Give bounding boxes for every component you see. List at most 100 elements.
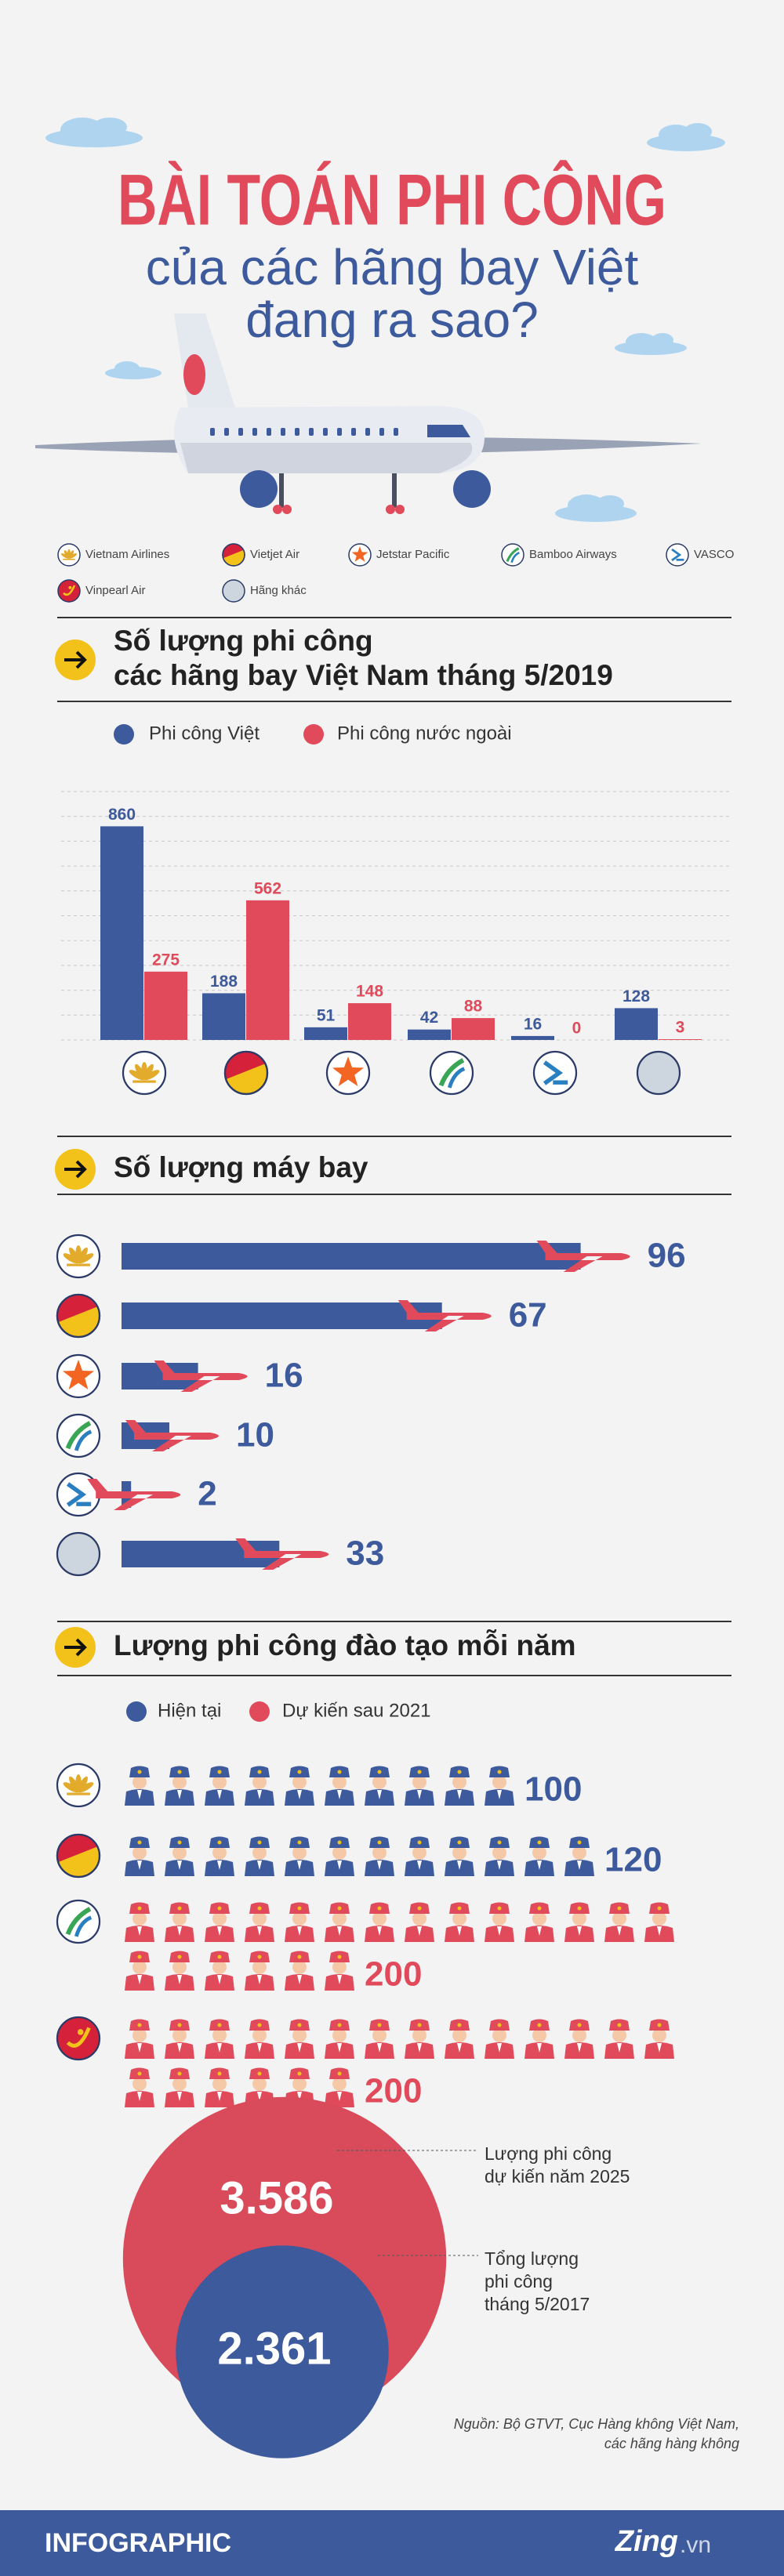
- value-label: 42: [420, 1009, 438, 1027]
- logo-ring: [56, 1293, 101, 1339]
- pilot-tie: [497, 1790, 502, 1799]
- bar: [348, 1003, 391, 1040]
- pilot-badge: [137, 1770, 142, 1774]
- pilot-badge: [257, 1840, 262, 1845]
- pilot-badge: [617, 2023, 622, 2027]
- pilot-head: [412, 2028, 426, 2042]
- pilot-tie: [137, 1926, 142, 1936]
- pilot-tie: [457, 2043, 462, 2052]
- pilot-head: [132, 1960, 147, 1974]
- logo-star: [351, 546, 368, 562]
- pilot-badge: [297, 1906, 302, 1911]
- pilot-tie: [257, 1790, 262, 1799]
- pilot-head: [652, 2028, 666, 2042]
- pilot-badge: [337, 2071, 342, 2076]
- logo-base: [63, 558, 75, 560]
- logo-swoosh: [506, 547, 520, 562]
- airline-logo: [222, 543, 245, 567]
- airline-logo: [501, 543, 524, 567]
- pilot-badge: [497, 1770, 502, 1774]
- pilot-head: [332, 2077, 347, 2091]
- airline-legend-label: Vinpearl Air: [85, 584, 145, 597]
- airline-logo: [666, 543, 689, 567]
- logo-swoosh: [66, 2027, 91, 2048]
- section-arrow: [64, 650, 87, 669]
- pilot-head: [292, 1911, 307, 1926]
- logo-petal: [68, 553, 78, 559]
- bar: [408, 1029, 451, 1040]
- value-label: 2: [198, 1475, 216, 1513]
- logo-stripe: [543, 1060, 564, 1085]
- pilot-tie: [297, 1975, 302, 1984]
- logo-circle: [222, 579, 245, 603]
- pilot-tie: [217, 2092, 222, 2101]
- value-label: 3.586: [220, 2172, 333, 2223]
- logo-star: [62, 1359, 95, 1390]
- pilot-head: [172, 1775, 187, 1789]
- pilot-badge: [137, 2071, 142, 2076]
- airline-legend-label: Vietjet Air: [250, 548, 299, 561]
- pilot-head: [132, 1911, 147, 1926]
- dividers: [57, 617, 731, 1676]
- pilot-badge: [257, 1955, 262, 1959]
- logo-circle: [532, 1050, 578, 1096]
- airline-logo: [429, 1050, 474, 1096]
- pilot-badge: [177, 2071, 182, 2076]
- pilot-badge: [297, 2071, 302, 2076]
- pilot-tie: [457, 1860, 462, 1870]
- pilot-head: [252, 1846, 267, 1860]
- section-title: Số lượng phi công: [114, 625, 373, 657]
- pilot-badge: [577, 1906, 582, 1911]
- bar: [304, 1027, 347, 1040]
- pilot-head: [172, 2077, 187, 2091]
- value-label: 100: [524, 1770, 582, 1809]
- pilot-head: [412, 1846, 426, 1860]
- pilot-badge: [417, 1770, 422, 1774]
- pilot-tie: [337, 1926, 342, 1936]
- pilot-head: [452, 1846, 466, 1860]
- logo-circle: [56, 1413, 101, 1458]
- pilot-icons: [125, 1766, 514, 1806]
- airline-legend-label: VASCO: [694, 548, 734, 561]
- pilot-tie: [497, 2043, 502, 2052]
- airline-logo: [325, 1050, 371, 1096]
- pilot-head: [172, 1960, 187, 1974]
- pilot-badge: [377, 1840, 382, 1845]
- pilot-head: [332, 2028, 347, 2042]
- airline-logo: [532, 1050, 578, 1096]
- plane-icon: [397, 1300, 492, 1331]
- pilot-badge: [417, 2023, 422, 2027]
- pilot-tie: [217, 2043, 222, 2052]
- pilot-head: [132, 1846, 147, 1860]
- pilot-head: [252, 1960, 267, 1974]
- airline-logo: [56, 2016, 101, 2061]
- bar: [246, 900, 289, 1040]
- pilot-head: [252, 2028, 267, 2042]
- airline-legend-label: Bamboo Airways: [529, 548, 617, 561]
- value-label: 275: [152, 951, 180, 969]
- pilot-tie: [457, 1790, 462, 1799]
- pilot-badge: [577, 1840, 582, 1845]
- pilot-badge: [337, 1770, 342, 1774]
- pilot-head: [412, 1911, 426, 1926]
- logo-circle: [56, 2016, 101, 2061]
- pilot-badge: [657, 2023, 662, 2027]
- plane-icon: [536, 1241, 630, 1272]
- airline-logo: [636, 1050, 681, 1096]
- pilot-tie: [297, 1860, 302, 1870]
- value-label: 562: [254, 879, 281, 897]
- pilot-tie: [457, 1926, 462, 1936]
- logo-swoosh: [74, 1429, 93, 1451]
- pilot-badge: [177, 1840, 182, 1845]
- value-label: 16: [265, 1357, 303, 1395]
- pilot-tie: [257, 1975, 262, 1984]
- pilot-head: [132, 2077, 147, 2091]
- pilot-badge: [497, 1840, 502, 1845]
- pilot-badge: [617, 1906, 622, 1911]
- pilot-head: [212, 1775, 227, 1789]
- logo-ring: [223, 1050, 269, 1096]
- pilot-tie: [137, 2092, 142, 2101]
- pilot-badge: [417, 1906, 422, 1911]
- pilot-head: [332, 1911, 347, 1926]
